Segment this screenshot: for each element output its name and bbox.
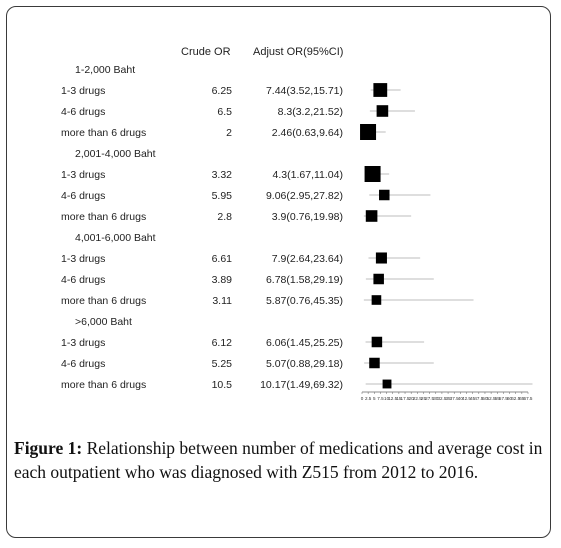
crude-or-value: 10.5 (212, 379, 233, 391)
group-label: 2,001-4,000 Baht (75, 148, 156, 160)
x-tick-label: 47.5 (474, 396, 483, 401)
or-marker (360, 124, 377, 140)
adjusted-or-header: Adjust OR(95%CI) (253, 46, 343, 58)
adjusted-or-value: 9.06(2.95,27.82) (266, 190, 343, 202)
row-label: 1-3 drugs (61, 337, 105, 349)
crude-or-value: 2.8 (217, 211, 232, 223)
x-tick-label: 17.5 (401, 396, 410, 401)
figure-frame (6, 6, 551, 538)
x-tick-label: 20 (409, 396, 415, 401)
row-label: more than 6 drugs (61, 127, 146, 139)
figure-caption: Figure 1: Relationship between number of… (14, 436, 544, 484)
crude-or-value: 6.61 (212, 253, 233, 265)
row-label: 1-3 drugs (61, 253, 105, 265)
adjusted-or-value: 6.78(1.58,29.19) (266, 274, 343, 286)
x-tick-label: 5 (373, 396, 376, 401)
adjusted-or-value: 3.9(0.76,19.98) (272, 211, 343, 223)
x-tick-label: 12.5 (388, 396, 397, 401)
adjusted-or-value: 2.46(0.63,9.64) (272, 127, 343, 139)
x-tick-label: 65 (519, 396, 525, 401)
row-label: more than 6 drugs (61, 211, 146, 223)
group-label: 1-2,000 Baht (75, 64, 135, 76)
row-label: 4-6 drugs (61, 274, 105, 286)
x-tick-label: 7.5 (377, 396, 384, 401)
crude-or-value: 2 (226, 127, 232, 139)
group-label: 4,001-6,000 Baht (75, 232, 156, 244)
or-marker (371, 295, 382, 305)
x-tick-label: 0 (361, 396, 364, 401)
or-marker (379, 189, 390, 201)
row-label: 1-3 drugs (61, 169, 105, 181)
row-label: 4-6 drugs (61, 190, 105, 202)
x-tick-label: 35 (446, 396, 452, 401)
crude-or-value: 3.11 (212, 295, 232, 307)
caption-text: Relationship between number of medicatio… (14, 438, 543, 482)
adjusted-or-value: 7.9(2.64,23.64) (272, 253, 343, 265)
x-tick-label: 52.5 (487, 396, 496, 401)
crude-or-value: 5.25 (212, 358, 233, 370)
row-label: 1-3 drugs (61, 85, 105, 97)
or-marker (375, 252, 387, 264)
x-tick-label: 30 (433, 396, 439, 401)
crude-or-value: 6.25 (212, 85, 233, 97)
x-tick-label: 45 (470, 396, 476, 401)
x-tick-label: 32.5 (437, 396, 446, 401)
adjusted-or-value: 8.3(3.2,21.52) (278, 106, 343, 118)
x-tick-label: 10 (384, 396, 390, 401)
forest-plot: Crude OR Adjust OR(95%CI) 1-2,000 Baht 1-… (61, 46, 533, 401)
or-marker (373, 83, 388, 97)
or-marker (365, 210, 378, 222)
row-label: more than 6 drugs (61, 295, 146, 307)
x-tick-label: 25 (421, 396, 427, 401)
or-marker (376, 105, 389, 117)
adjusted-or-value: 5.07(0.88,29.18) (266, 358, 343, 370)
adjusted-or-value: 6.06(1.45,25.25) (266, 337, 343, 349)
crude-or-value: 6.12 (212, 337, 233, 349)
or-marker (371, 336, 383, 348)
or-marker (364, 166, 381, 182)
x-tick-label: 40 (458, 396, 464, 401)
crude-or-value: 3.32 (212, 169, 233, 181)
x-tick-label: 55 (495, 396, 501, 401)
x-tick-label: 22.5 (413, 396, 422, 401)
x-tick-label: 50 (482, 396, 488, 401)
crude-or-value: 6.5 (217, 106, 232, 118)
adjusted-or-value: 5.87(0.76,45.35) (266, 295, 343, 307)
row-label: 4-6 drugs (61, 106, 105, 118)
x-tick-label: 27.5 (425, 396, 434, 401)
crude-or-value: 5.95 (212, 190, 233, 202)
caption-label: Figure 1: (14, 438, 83, 458)
x-tick-label: 42.5 (462, 396, 471, 401)
or-marker (382, 379, 392, 389)
x-tick-label: 62.5 (511, 396, 520, 401)
crude-or-header: Crude OR (181, 46, 231, 58)
row-label: 4-6 drugs (61, 358, 105, 370)
x-tick-label: 60 (507, 396, 513, 401)
adjusted-or-value: 4.3(1.67,11.04) (273, 169, 343, 181)
x-tick-label: 67.5 (524, 396, 533, 401)
or-marker (373, 273, 384, 285)
or-marker (369, 357, 380, 369)
adjusted-or-value: 7.44(3.52,15.71) (266, 85, 343, 97)
x-tick-label: 2.5 (365, 396, 372, 401)
x-tick-label: 15 (396, 396, 402, 401)
row-label: more than 6 drugs (61, 379, 146, 391)
adjusted-or-value: 10.17(1.49,69.32) (260, 379, 343, 391)
crude-or-value: 3.89 (212, 274, 233, 286)
x-tick-label: 57.5 (499, 396, 508, 401)
x-tick-label: 37.5 (450, 396, 459, 401)
group-label: >6,000 Baht (75, 316, 132, 328)
